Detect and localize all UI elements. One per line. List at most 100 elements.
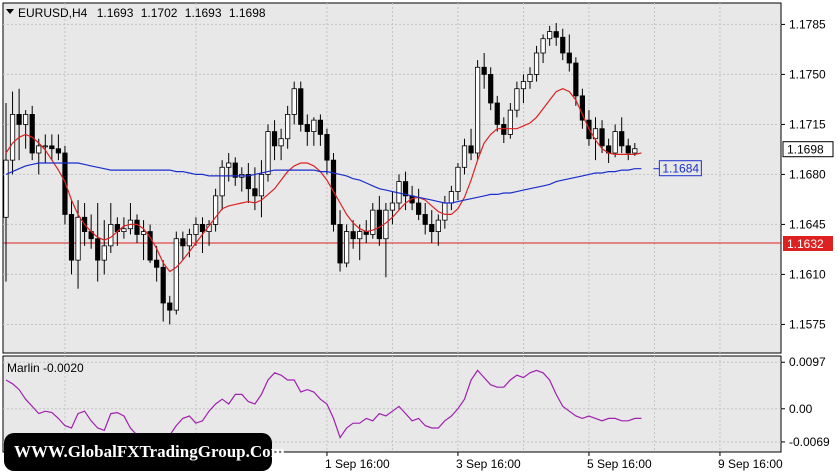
time-tick-label: 1 Sep 16:00 xyxy=(325,457,390,471)
candle-body xyxy=(350,231,356,240)
collapse-triangle-icon[interactable] xyxy=(6,9,14,14)
candle-body xyxy=(540,38,546,54)
candle-body xyxy=(29,114,35,154)
candle-body xyxy=(343,231,350,264)
candle-body xyxy=(376,209,382,240)
candle-body xyxy=(474,66,481,154)
candle-body xyxy=(245,174,251,190)
candle-body xyxy=(507,109,513,135)
candle-body xyxy=(455,166,461,192)
candle-body xyxy=(193,224,199,235)
candle-body xyxy=(468,145,474,154)
price-axis: 1.1785 1.1750 1.1715 1.1680 1.1645 1.1610 1.15… xyxy=(781,17,826,331)
candle-body xyxy=(101,245,107,261)
indicator-tick-label: -0.0069 xyxy=(789,435,830,449)
candle-body xyxy=(533,52,540,75)
candle-body xyxy=(285,114,291,140)
indicator-tick-label: 0.0097 xyxy=(789,355,826,369)
price-tick-label: 1.1575 xyxy=(789,317,826,331)
candle-body xyxy=(68,214,75,261)
current-price-label-box xyxy=(782,141,834,158)
candle-body xyxy=(252,188,258,197)
candle-body xyxy=(579,95,586,121)
time-tick-label: 9 Sep 16:00 xyxy=(718,457,783,471)
candle-body xyxy=(36,145,42,154)
candle-body xyxy=(55,148,62,154)
candle-body xyxy=(501,124,507,135)
candle-body xyxy=(357,231,363,240)
candle-body xyxy=(448,191,455,204)
candle-body xyxy=(527,74,533,82)
candle-body xyxy=(199,224,206,232)
candle-body xyxy=(173,238,179,311)
candle-body xyxy=(416,202,422,215)
candle-body xyxy=(186,234,192,247)
level-price-label: 1.1632 xyxy=(787,237,824,251)
candle-body xyxy=(573,62,579,97)
level-price-label-box xyxy=(783,236,833,251)
candle-body xyxy=(553,31,559,38)
price-tick-label: 1.1750 xyxy=(789,67,826,81)
marlin-oscillator-line xyxy=(5,369,642,443)
candle-body xyxy=(278,138,284,147)
price-tick-label: 1.1785 xyxy=(789,17,826,31)
candle-body xyxy=(140,231,147,235)
candle-body xyxy=(632,148,638,154)
candle-body xyxy=(121,228,127,232)
indicator-tick-label: 0.00 xyxy=(789,402,813,416)
candle-body xyxy=(62,152,68,215)
candle-body xyxy=(180,238,186,247)
chart-title: EURUSD,H4 1.1693 1.1702 1.1693 1.1698 xyxy=(18,6,266,20)
candle-body xyxy=(566,52,572,64)
candle-body xyxy=(337,224,343,264)
time-tick-label: 5 Sep 16:00 xyxy=(587,457,652,471)
candle-body xyxy=(108,224,114,247)
candle-body xyxy=(488,74,494,104)
candle-body xyxy=(265,131,271,175)
candle-body xyxy=(599,128,605,147)
time-axis: 1 Sep 16:00 3 Sep 16:00 5 Sep 16:00 9 Sep 1… xyxy=(325,452,783,471)
candle-body xyxy=(226,162,232,168)
candle-body xyxy=(324,134,330,161)
candle-body xyxy=(481,66,487,75)
candle-body xyxy=(402,181,409,197)
candle-body xyxy=(9,114,16,161)
candle-body xyxy=(75,216,81,261)
candle-body xyxy=(520,81,527,90)
candle-body xyxy=(95,238,101,261)
indicator-title: Marlin -0.0020 xyxy=(7,361,84,375)
candle-body xyxy=(612,131,618,154)
candle-body xyxy=(147,231,153,261)
candle-body xyxy=(291,88,297,115)
price-tick-label: 1.1645 xyxy=(789,217,826,231)
price-tick-label: 1.1715 xyxy=(789,117,826,131)
candle-body xyxy=(592,128,599,140)
candle-body xyxy=(167,302,173,311)
candle-body xyxy=(258,174,265,197)
candle-body xyxy=(494,102,500,125)
indicator-grid xyxy=(3,356,781,452)
indicator-axis: 0.0097 0.00 -0.0069 xyxy=(781,355,830,449)
candle-body xyxy=(461,145,468,168)
candle-body xyxy=(134,219,140,235)
candle-body xyxy=(442,202,448,221)
candle-body xyxy=(16,114,22,125)
fast-ma-line xyxy=(5,88,642,273)
candle-body xyxy=(422,214,428,225)
candle-body xyxy=(370,209,376,235)
ma-value-label: 1.1684 xyxy=(662,162,699,176)
candle-body xyxy=(389,202,396,211)
candle-body xyxy=(311,119,317,132)
price-panel xyxy=(2,2,782,354)
candles-group xyxy=(3,23,638,325)
candle-body xyxy=(625,145,631,154)
current-price-label: 1.1698 xyxy=(787,143,824,157)
price-tick-label: 1.1610 xyxy=(789,267,826,281)
candle-body xyxy=(232,162,238,178)
candle-body xyxy=(298,88,304,125)
time-tick-label: 3 Sep 16:00 xyxy=(456,457,521,471)
watermark-logo: WWW.GlobalFXTradingGroup.Com xyxy=(4,433,285,471)
candle-body xyxy=(49,145,55,150)
candle-body xyxy=(619,131,625,147)
